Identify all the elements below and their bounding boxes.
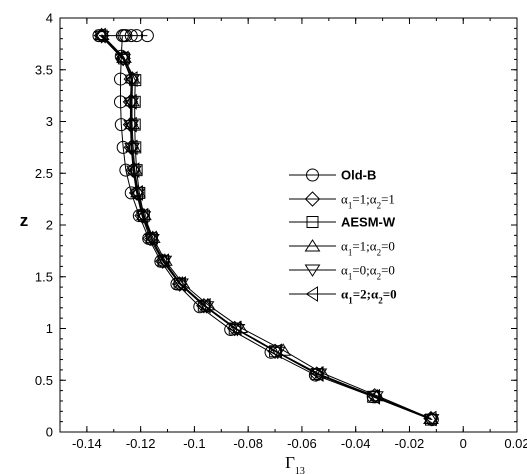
data-point-triangle-left	[135, 207, 149, 224]
data-point-triangle-left	[173, 276, 186, 292]
legend-marker-triangle-up	[304, 239, 321, 252]
x-tick-label: -0.06	[287, 436, 317, 451]
y-tick-label: 3	[46, 114, 53, 129]
legend-label: α1=1;α2=1	[341, 192, 395, 211]
legend-marker-circle	[306, 168, 319, 182]
legend-item: α1=0;α2=0	[289, 263, 395, 282]
data-point-square	[95, 29, 108, 42]
data-point-triangle-left	[125, 71, 138, 87]
data-point-triangle-left	[424, 410, 437, 427]
data-point-triangle-left	[93, 27, 106, 44]
legend-label: Old-B	[341, 168, 376, 183]
legend: Old-B α1=1;α2=1 AESM-W α1=1;α2=0 α1=0;α2=0 α1…	[289, 168, 397, 306]
y-tick-label: 0	[46, 425, 53, 440]
legend-item: Old-B	[289, 168, 376, 183]
data-point-triangle-left	[156, 253, 169, 270]
data-point-circle	[119, 163, 133, 177]
legend-label: AESM-W	[341, 215, 396, 230]
data-point-diamond	[196, 298, 212, 314]
data-point-triangle-down	[156, 255, 173, 269]
legend-marker-square	[306, 216, 319, 228]
legend-label: α1=2;α2=0	[341, 287, 397, 306]
data-point-circle	[124, 29, 138, 43]
x-tick-label: 0	[460, 436, 467, 451]
series-triangle-left	[93, 27, 437, 427]
data-point-triangle-left	[229, 320, 242, 337]
y-tick-label: 4	[46, 11, 53, 26]
legend-label: α1=1;α2=0	[341, 239, 395, 258]
data-point-triangle-up	[314, 366, 331, 379]
data-point-triangle-left	[311, 366, 324, 382]
x-tick-label: -0.08	[233, 436, 263, 451]
x-tick-label: -0.04	[341, 436, 371, 451]
data-point-diamond	[227, 320, 243, 337]
legend-marker-triangle-left	[305, 286, 318, 302]
x-tick-label: -0.12	[126, 436, 156, 451]
legend-label: α1=0;α2=0	[341, 263, 395, 282]
y-axis-title: z	[20, 211, 29, 230]
data-point-circle	[140, 29, 154, 43]
y-tick-label: 2	[46, 218, 53, 233]
data-point-circle	[119, 29, 133, 43]
data-point-diamond	[171, 276, 188, 292]
legend-marker-diamond	[304, 191, 321, 207]
x-axis-title: Γ13	[285, 453, 305, 474]
data-point-triangle-down	[173, 278, 189, 291]
data-point-triangle-left	[124, 116, 137, 133]
legend-item: α1=2;α2=0	[289, 286, 397, 306]
legend-item: α1=1;α2=1	[289, 191, 395, 211]
x-tick-label: -0.1	[183, 436, 205, 451]
y-tick-label: 0.5	[35, 373, 53, 388]
data-point-triangle-left	[125, 139, 138, 156]
data-point-triangle-left	[116, 50, 129, 67]
x-tick-label: -0.14	[72, 436, 102, 451]
x-axis: -0.14 -0.12 -0.1 -0.08 -0.06 -0.04 -0.02 0 0.02	[59, 18, 527, 451]
data-point-triangle-left	[124, 93, 137, 110]
data-point-circle	[130, 29, 144, 43]
y-axis: 0 0.5 1 1.5 2 2.5 3 3.5 4	[35, 11, 517, 440]
data-point-triangle-up	[232, 320, 249, 333]
data-point-triangle-left	[144, 230, 157, 247]
y-tick-label: 3.5	[35, 62, 53, 77]
legend-item: α1=1;α2=0	[289, 239, 395, 258]
data-point-triangle-left	[126, 162, 140, 179]
x-tick-label: -0.02	[395, 436, 425, 451]
x-tick-label: 0.02	[504, 436, 527, 451]
legend-item: AESM-W	[289, 215, 396, 230]
data-point-triangle-left	[269, 343, 282, 360]
legend-marker-triangle-down	[304, 264, 321, 277]
data-point-triangle-left	[198, 297, 211, 314]
y-tick-label: 1.5	[35, 269, 53, 284]
y-tick-label: 1	[46, 321, 53, 336]
data-point-triangle-left	[130, 185, 143, 201]
data-point-triangle-left	[367, 388, 381, 405]
series-layer	[92, 27, 440, 427]
y-tick-label: 2.5	[35, 166, 53, 181]
